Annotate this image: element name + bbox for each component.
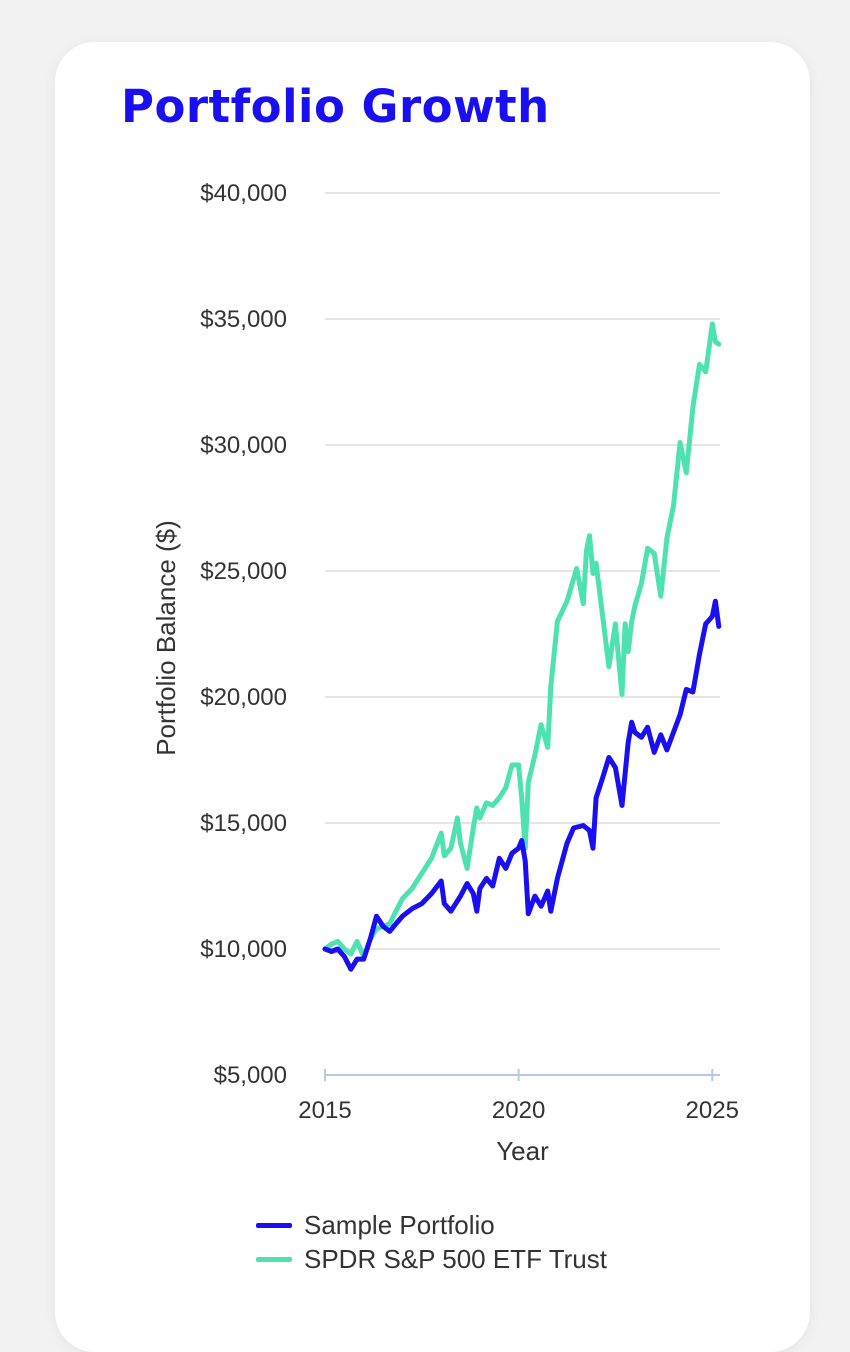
legend-swatch-portfolio xyxy=(256,1222,292,1228)
series-line-spdr-sp500 xyxy=(322,321,722,960)
y-tick-label: $35,000 xyxy=(200,306,287,333)
legend-item-spy[interactable]: SPDR S&P 500 ETF Trust xyxy=(256,1242,607,1276)
card-title: Portfolio Growth xyxy=(121,80,550,133)
series-line-sample-portfolio xyxy=(322,598,722,972)
y-tick-label: $15,000 xyxy=(200,810,287,837)
x-tick-label: 2015 xyxy=(298,1097,351,1124)
x-tick-label: 2020 xyxy=(492,1097,545,1124)
x-tick-label: 2025 xyxy=(686,1097,739,1124)
y-tick-label: $10,000 xyxy=(200,936,287,963)
y-tick-label: $20,000 xyxy=(200,684,287,711)
y-tick-label: $40,000 xyxy=(200,180,287,207)
line-chart: $5,000 $10,000 $15,000 $20,000 $25,000 $30,00… xyxy=(151,180,739,1166)
legend: Sample Portfolio SPDR S&P 500 ETF Trust xyxy=(256,1208,607,1276)
x-axis-title: Year xyxy=(496,1136,549,1166)
legend-swatch-spy xyxy=(256,1256,292,1262)
y-tick-label: $30,000 xyxy=(200,432,287,459)
legend-item-portfolio[interactable]: Sample Portfolio xyxy=(256,1208,607,1242)
y-tick-label: $25,000 xyxy=(200,558,287,585)
y-axis-title: Portfolio Balance ($) xyxy=(151,520,181,756)
legend-label-spy: SPDR S&P 500 ETF Trust xyxy=(304,1243,607,1274)
legend-label-portfolio: Sample Portfolio xyxy=(304,1209,495,1240)
y-tick-label: $5,000 xyxy=(214,1062,287,1089)
